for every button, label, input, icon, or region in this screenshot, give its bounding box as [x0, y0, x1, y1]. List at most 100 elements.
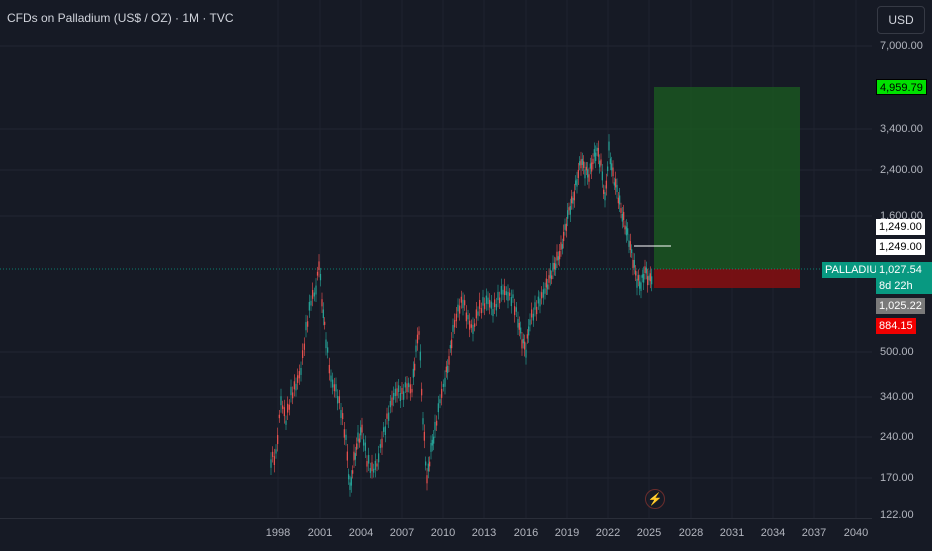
candle-body	[625, 226, 627, 236]
currency-button[interactable]: USD	[877, 6, 925, 34]
candle-body	[434, 421, 436, 431]
price-chart[interactable]	[0, 0, 872, 518]
price-tick: 2,400.00	[880, 164, 923, 176]
candle-body	[532, 313, 534, 321]
candle-body	[518, 322, 520, 330]
candle-body	[371, 462, 373, 472]
candle-body	[399, 393, 401, 401]
candle-body	[651, 276, 653, 285]
candle-body	[556, 251, 558, 261]
candle-body	[525, 349, 527, 358]
candle-body	[477, 311, 479, 316]
candle-body	[565, 223, 567, 231]
candle-body	[454, 320, 456, 328]
candle-body	[605, 180, 607, 189]
chart-canvas[interactable]: CFDs on Palladium (US$ / OZ) · 1M · TVC …	[0, 0, 872, 518]
candle-body	[551, 275, 553, 280]
candle-body	[603, 189, 605, 194]
candle-body	[343, 429, 345, 438]
candle-body	[354, 453, 356, 460]
candle-body	[609, 158, 611, 165]
candle-body	[415, 345, 417, 352]
candle-body	[328, 364, 330, 374]
candle-body	[338, 396, 340, 403]
candle-body	[386, 413, 388, 419]
time-tick: 2013	[471, 527, 497, 539]
profit-zone	[654, 87, 800, 269]
candle-body	[322, 309, 324, 319]
candle-body	[595, 152, 597, 161]
candle-body	[621, 213, 623, 222]
candle-body	[600, 159, 602, 166]
candle-body	[539, 298, 541, 307]
candle-body	[290, 386, 292, 396]
price-tick: 7,000.00	[880, 40, 923, 52]
candle-body	[335, 384, 337, 392]
candle-body	[487, 297, 489, 305]
candle-body	[580, 159, 582, 169]
candle-body	[484, 303, 486, 310]
time-tick: 2022	[595, 527, 621, 539]
candle-body	[444, 377, 446, 387]
candle-body	[520, 327, 522, 334]
time-tick: 2019	[554, 527, 580, 539]
candle-body	[505, 291, 507, 296]
candle-body	[427, 463, 429, 472]
candle-body	[575, 180, 577, 185]
time-tick: 2010	[430, 527, 456, 539]
candle-body	[612, 167, 614, 177]
candle-body	[597, 148, 599, 157]
candle-body	[479, 300, 481, 309]
candle-body	[337, 396, 339, 404]
price-tick: 170.00	[880, 472, 914, 484]
lightning-icon[interactable]: ⚡	[645, 489, 665, 509]
candle-body	[561, 244, 563, 249]
candle-body	[629, 241, 631, 250]
time-axis[interactable]	[0, 518, 872, 551]
price-tick: 240.00	[880, 431, 914, 443]
candle-body	[412, 368, 414, 378]
candle-body	[272, 451, 274, 457]
candle-body	[441, 388, 443, 398]
candle-body	[499, 297, 501, 304]
candle-body	[437, 403, 439, 413]
candle-body	[460, 296, 462, 303]
chart-title: CFDs on Palladium (US$ / OZ) · 1M · TVC	[7, 11, 234, 25]
candle-body	[409, 384, 411, 394]
candle-body	[389, 401, 391, 408]
candle-body	[490, 301, 492, 309]
candle-body	[350, 477, 352, 486]
candle-body	[495, 304, 497, 311]
time-tick: 2004	[348, 527, 374, 539]
candle-body	[564, 224, 566, 230]
candle-body	[381, 438, 383, 448]
candle-body	[452, 324, 454, 332]
candle-body	[394, 388, 396, 397]
candle-body	[366, 461, 368, 467]
candle-body	[425, 461, 427, 466]
candle-body	[429, 461, 431, 467]
candle-body	[283, 407, 285, 417]
candle-body	[524, 341, 526, 350]
candle-body	[307, 321, 309, 327]
candle-countdown: 8d 22h	[876, 278, 932, 294]
price-tick: 3,400.00	[880, 123, 923, 135]
candle-body	[632, 259, 634, 269]
candle-body	[553, 262, 555, 270]
candle-body	[591, 162, 593, 172]
entry-price-tag: 1,025.22	[876, 298, 925, 314]
candle-body	[485, 295, 487, 304]
candle-body	[569, 206, 571, 215]
candle-body	[577, 169, 579, 178]
candle-body	[464, 300, 466, 306]
candle-body	[292, 392, 294, 399]
candle-body	[369, 468, 371, 473]
candle-body	[644, 266, 646, 274]
candle-body	[469, 320, 471, 330]
candle-body	[549, 270, 551, 279]
candle-body	[421, 388, 423, 396]
candle-body	[502, 289, 504, 295]
candle-body	[504, 286, 506, 295]
candle-body	[576, 178, 578, 187]
candle-body	[526, 334, 528, 339]
